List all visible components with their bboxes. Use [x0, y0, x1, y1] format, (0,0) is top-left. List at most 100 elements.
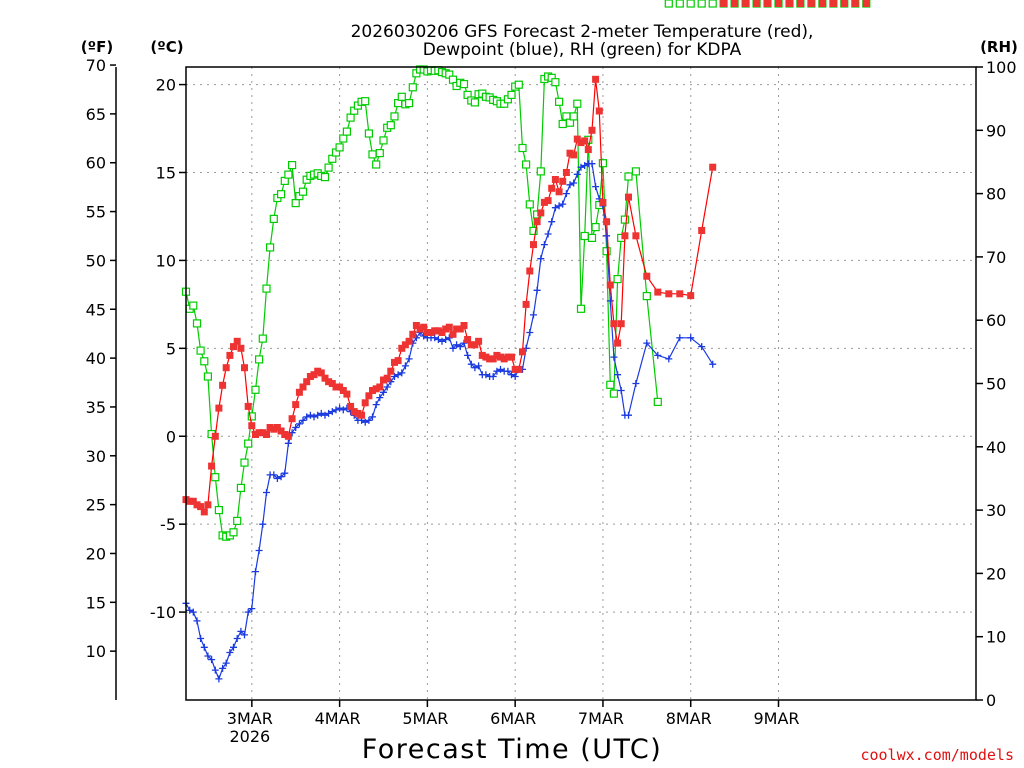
temperature-point [720, 0, 728, 7]
dewpoint-point [189, 608, 197, 616]
dewpoint-point [497, 365, 504, 373]
dewpoint-point [248, 605, 256, 613]
rh-point [573, 99, 582, 108]
rh-point [342, 127, 351, 136]
rh-point [514, 80, 523, 89]
temperature-point [273, 424, 281, 431]
temperature-point [540, 198, 548, 206]
rh-point [558, 119, 567, 129]
dewpoint-point [555, 202, 563, 210]
temperature-point [559, 177, 567, 185]
time-tick-label: 9MAR [753, 709, 799, 728]
rh-point [525, 200, 534, 209]
dewpoint-point [508, 371, 515, 379]
plot-frame [185, 66, 977, 701]
temperature-point [219, 381, 227, 389]
temperature-point [292, 401, 300, 409]
dewpoint-point [467, 360, 475, 368]
dewpoint-point [643, 339, 651, 347]
temperature-point [314, 367, 322, 375]
rh-point [203, 372, 212, 381]
celsius-tick-label: 20 [156, 76, 176, 95]
dewpoint-point [339, 406, 347, 414]
temperature-point [438, 329, 446, 336]
temperature-point [317, 369, 325, 377]
temperature-point [698, 227, 706, 234]
dewpoint-point [394, 371, 402, 379]
temperature-point [504, 353, 512, 361]
rh-point [233, 516, 242, 526]
dewpoint-point [204, 652, 212, 660]
dewpoint-point [442, 336, 450, 343]
rh-point [361, 97, 370, 106]
dewpoint-point [398, 369, 406, 377]
temperature-point [508, 353, 515, 361]
temperature-point [416, 325, 424, 333]
rh-point [251, 385, 260, 394]
rh-point [298, 187, 308, 196]
dewpoint-point [383, 383, 391, 391]
rh-point [397, 92, 406, 101]
dewpoint-point [562, 190, 570, 198]
temperature-point [577, 139, 585, 147]
temperature-point [233, 337, 241, 345]
rh-point [258, 334, 267, 343]
dewpoint-point [237, 627, 245, 635]
dewpoint-point [321, 411, 329, 419]
temperature-point [277, 427, 285, 435]
rh-point [320, 173, 330, 182]
temperature-point [829, 0, 837, 7]
chart-title-line1: 2026030206 GFS Forecast 2-meter Temperat… [351, 22, 814, 42]
temperature-point [500, 355, 508, 363]
temperature-point [460, 322, 468, 329]
rh-point [609, 389, 619, 398]
temperature-point [632, 232, 640, 240]
time-tick-label: 3MAR [227, 709, 273, 728]
temperature-point [391, 358, 398, 366]
temperature-point [259, 429, 267, 437]
temperature-point [456, 325, 464, 333]
dewpoint-point [193, 617, 201, 625]
dewpoint-point [200, 643, 208, 651]
fahrenheit-tick-label: 40 [86, 349, 106, 368]
rh-tick-label: 0 [986, 691, 996, 710]
dewpoint-point [273, 475, 281, 482]
temperature-point [526, 267, 534, 275]
dewpoint-point [365, 416, 373, 424]
celsius-tick-label: -5 [160, 515, 176, 534]
temperature-point [796, 0, 804, 7]
rh-point [507, 90, 516, 100]
temperature-point [442, 325, 450, 333]
dewpoint-point [292, 424, 300, 431]
rh-point [284, 170, 293, 179]
rh-point [368, 150, 377, 159]
rh-point [277, 190, 286, 199]
temperature-point [478, 351, 486, 359]
celsius-axis: -10 -5 0 5 10 15 20 [150, 76, 186, 622]
temperature-point [215, 404, 223, 412]
temperature-point [453, 325, 461, 333]
temperature-point [603, 218, 611, 226]
temperature-point [584, 146, 592, 154]
rh-point [624, 172, 633, 181]
dewpoint-point [306, 411, 314, 419]
dewpoint-point [544, 230, 552, 238]
dewpoint-point [588, 160, 596, 168]
temperature-point [365, 392, 373, 400]
dewpoint-point [537, 255, 545, 263]
dewpoint-point [570, 179, 578, 187]
celsius-tick-label: 10 [156, 251, 176, 270]
rh-point [346, 113, 355, 122]
temperature-point [475, 337, 483, 345]
temperature-point [358, 411, 366, 419]
temperature-point [676, 290, 684, 298]
dewpoint-point [709, 360, 717, 368]
dewpoint-point [548, 218, 556, 226]
dewpoint-point [460, 339, 468, 347]
rh-point [244, 439, 253, 448]
fahrenheit-tick-label: 50 [86, 251, 106, 270]
fahrenheit-tick-label: 20 [86, 544, 106, 563]
rh-point [255, 355, 264, 364]
rh-point [653, 397, 662, 406]
temperature-point [332, 383, 340, 391]
